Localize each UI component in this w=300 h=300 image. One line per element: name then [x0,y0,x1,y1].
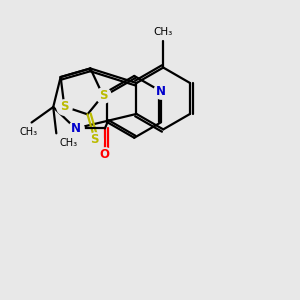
Text: S: S [60,100,69,113]
Text: S: S [99,89,107,102]
Text: S: S [91,133,99,146]
Text: CH₃: CH₃ [154,27,173,37]
Text: CH₃: CH₃ [59,138,77,148]
Text: O: O [100,148,110,161]
Text: N: N [70,122,80,135]
Text: N: N [156,85,166,98]
Text: CH₃: CH₃ [20,127,38,137]
